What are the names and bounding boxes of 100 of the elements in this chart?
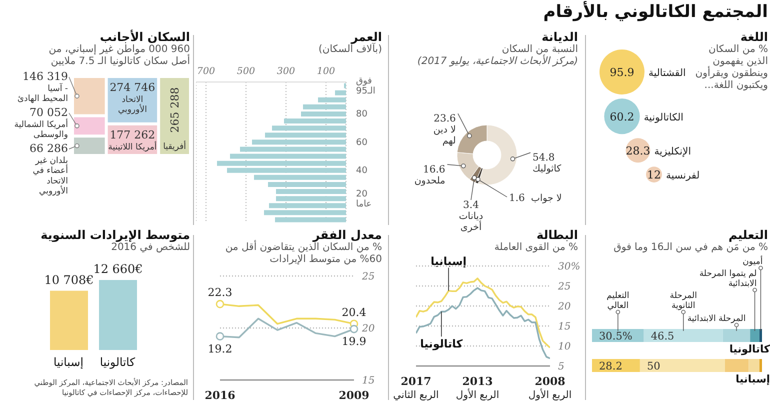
text: 960 000 مواطن غير إسباني، من أصل سكان كاتالونيا الـ 7.5 ملايين: [48, 44, 190, 68]
y-tick-label: 10: [558, 342, 572, 353]
bar: [750, 329, 760, 342]
text: لم يتموا المرحلة الابتدائية: [699, 269, 757, 289]
data-label: 23.6: [434, 114, 456, 125]
chart-subtitle: % من مَن هم في سن الـ16 وما فوق: [612, 242, 768, 254]
bar: [759, 329, 762, 342]
bar: [265, 132, 346, 138]
bar: [724, 359, 749, 372]
y-tick-label: 40: [356, 166, 368, 176]
slice-label: ديانات أخرى: [458, 211, 484, 233]
data-label: 19.9: [342, 335, 366, 348]
text: أميون: [742, 255, 763, 267]
chart-subtitle: النسبة من السكان: [500, 44, 578, 55]
category-label: القشتالية: [648, 68, 686, 79]
bar: [269, 203, 346, 208]
x-tick-label: 700: [196, 66, 216, 77]
point: [350, 324, 358, 334]
text: (مركز الأبحاث الاجتماعية، يوليو 2017): [416, 56, 578, 68]
data-label: 30.5%: [599, 330, 632, 342]
data-label: 177 262: [110, 128, 156, 142]
bar: [276, 196, 346, 202]
text: المجتمع الكاتالوني بالأرقام: [543, 2, 768, 22]
bar: [640, 359, 725, 372]
bar: [264, 210, 346, 216]
chart-subtitle: % من القوى العاملة: [493, 242, 578, 254]
chart-subtitle: (بآلاف السكان): [317, 44, 382, 56]
bar: [335, 90, 346, 96]
y-tick-label: 20: [361, 324, 376, 335]
chart-title: معدل الفقر: [311, 228, 382, 242]
category-label: الفرنسية: [666, 170, 702, 182]
bar: [227, 168, 346, 173]
text: المرحلة الثانوية: [670, 291, 697, 311]
line-series: [416, 278, 550, 348]
chart-subtitle: % من السكان الذين يتقاضون أقل من 60% من متوسط الإيرادات: [224, 242, 382, 266]
category-label: أمريكا الشمالية والوسطى: [14, 118, 68, 140]
y-tick-label: 15: [362, 376, 375, 387]
slice-label: كاثوليك: [532, 164, 562, 175]
category-label: الاتحاد الأوروبي: [118, 95, 147, 115]
bar: [722, 329, 750, 342]
bar: [301, 111, 346, 116]
series-label: كاتالونيا: [420, 338, 464, 351]
bar: [252, 140, 346, 145]
bar: [644, 329, 723, 342]
y-tick-label: 5: [558, 362, 564, 373]
x-tick-label: 300: [276, 66, 296, 77]
data-label: 66 286: [30, 142, 68, 155]
data-label: 20.4: [342, 306, 366, 319]
x-tick-label: 2016: [204, 389, 236, 402]
y-tick-label: 25: [557, 282, 571, 293]
slice-label: لا جواب: [531, 193, 562, 204]
bar: [303, 104, 346, 110]
y-tick-label: فوق الـ95: [356, 76, 376, 96]
chart-title: البطالة: [536, 228, 578, 242]
data-label: 95.9: [610, 66, 634, 79]
data-label: 60.2: [610, 110, 634, 124]
data-label: 12: [647, 168, 661, 182]
chart-title: الديانة: [540, 30, 578, 44]
series-label: المرحلة الابتدائية: [687, 314, 746, 324]
category-label: الإنكليزية: [654, 146, 692, 158]
category-label: أمريكا اللاتينية: [108, 140, 157, 152]
bar: [240, 146, 346, 152]
bar: [276, 189, 346, 194]
bar: [272, 126, 346, 131]
data-label: 146 319: [22, 70, 68, 83]
category-label: بلدان غير أعضاء في الاتحاد الأوروبي: [32, 156, 68, 197]
data-label: 265 288: [168, 87, 182, 133]
text: % من السكان الذين يفهمون وينطقون ويقرأون ويكتبون اللغة...: [694, 44, 768, 92]
y-tick-label: 30%: [558, 262, 580, 273]
bar: [759, 359, 762, 372]
data-label: 28.2: [599, 360, 622, 372]
chart-title: متوسط الإيرادات السنوية: [40, 228, 190, 242]
slice-label: لا دين لهم: [433, 124, 456, 146]
point: [216, 300, 224, 308]
text: السكان الأجانب: [98, 30, 190, 44]
data-label: 19.2: [208, 342, 232, 356]
y-tick-label: 15: [558, 322, 571, 333]
y-tick-label: 20: [557, 302, 572, 313]
bar: [254, 174, 346, 180]
category-label: الكاتالونية: [644, 112, 684, 124]
point: [216, 332, 224, 340]
data-label: 12 660€: [93, 262, 143, 276]
chart-title: التعليم: [728, 228, 768, 242]
data-label: 54.8: [532, 152, 555, 164]
data-label: 28.3: [626, 144, 650, 158]
data-label: 274 746: [110, 81, 156, 94]
data-label: 10 708€: [44, 272, 94, 287]
data-label: 22.3: [208, 286, 232, 300]
text: التعليم العالي: [606, 291, 630, 311]
bar: [748, 359, 760, 372]
y-tick-label: 60: [356, 138, 368, 148]
chart-subtitle: للشخص في 2016: [110, 242, 190, 254]
bar: [230, 154, 346, 159]
category-label: آسيا - المحيط الهادئ: [17, 83, 68, 104]
bar: [284, 118, 346, 124]
x-tick-label: 500: [236, 66, 256, 77]
x-tick-label: 2009: [338, 389, 370, 402]
x-tick-label: 100: [316, 66, 336, 77]
series-label: إسبانيا: [430, 254, 467, 268]
bar: [268, 182, 346, 187]
